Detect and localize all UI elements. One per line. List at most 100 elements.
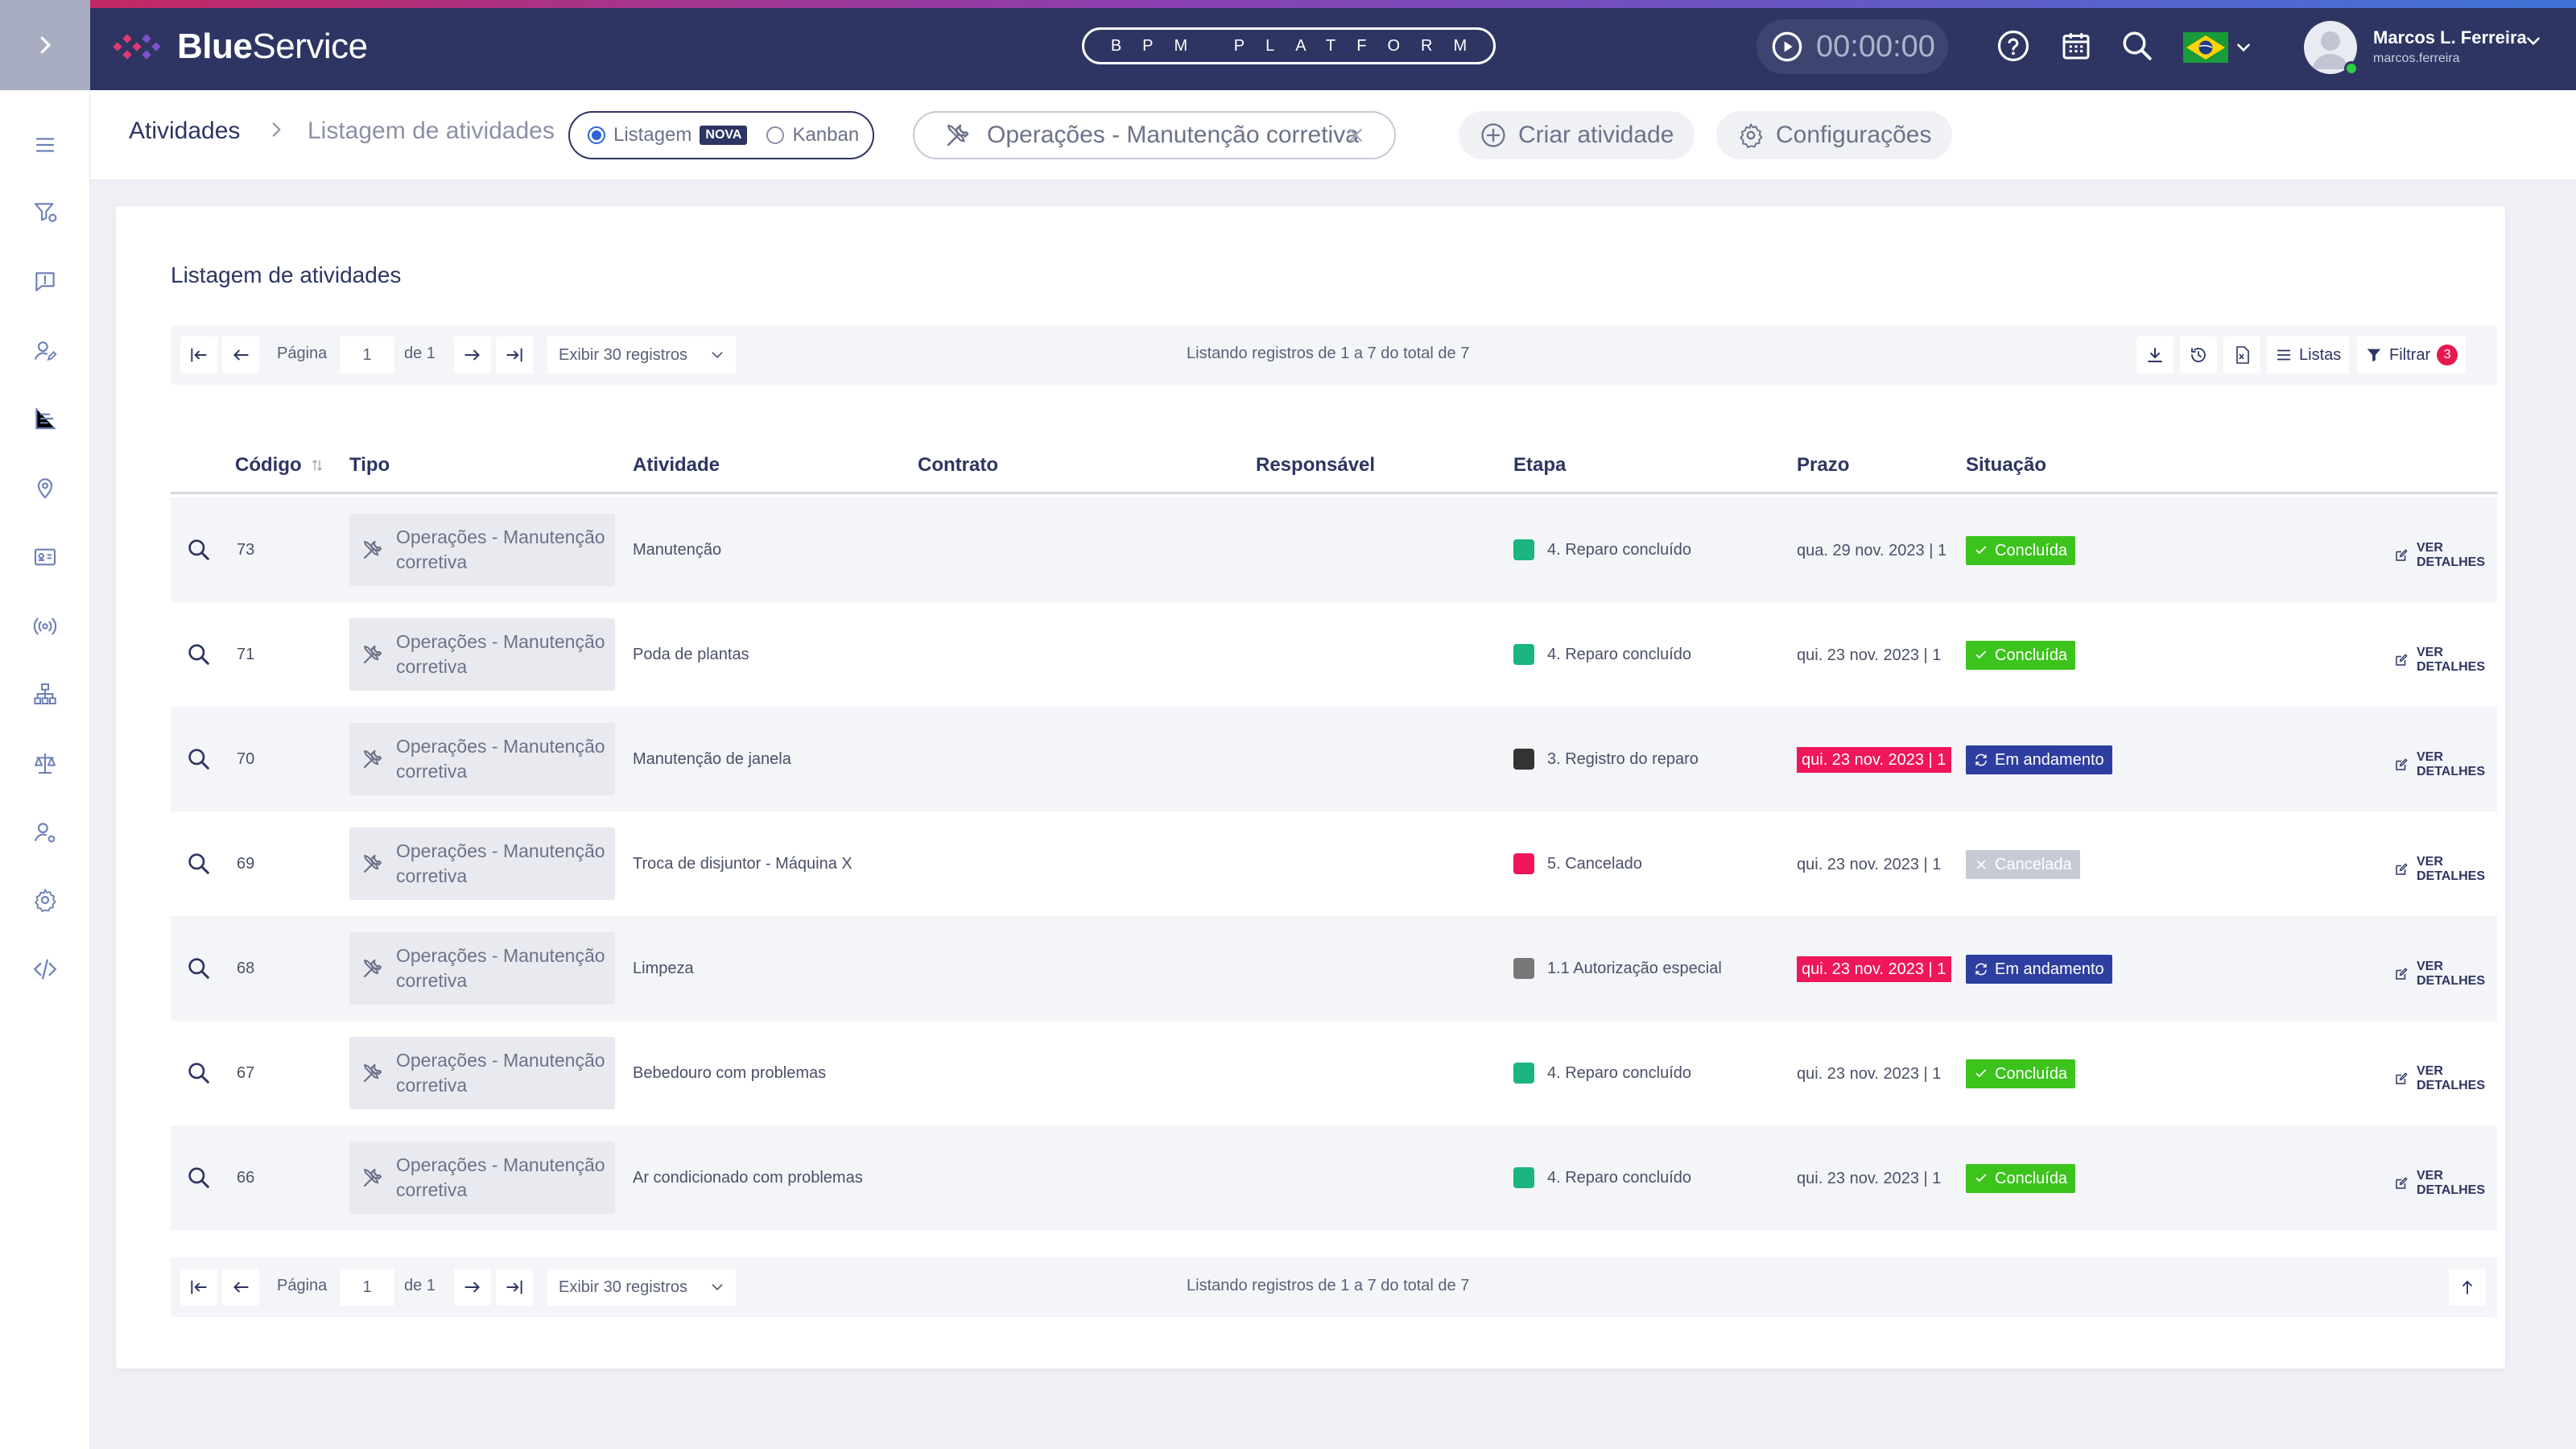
sidebar-item-user-settings[interactable] [27,815,63,850]
sidebar-item-users[interactable] [27,333,63,369]
brand-logo[interactable]: BlueService [113,23,368,71]
prev-page-button[interactable] [222,336,259,374]
view-option-list-radio[interactable] [588,126,605,144]
view-option-list-label[interactable]: Listagem [613,124,692,146]
row-type-text: Operações - Manutenção corretiva [396,839,605,889]
create-activity-button[interactable]: Criar atividade [1459,111,1695,159]
calendar-button[interactable] [2058,27,2095,64]
row-status-badge: Cancelada [1966,850,2080,879]
sidebar-item-locations[interactable] [27,470,63,506]
column-header-owner[interactable]: Responsável [1256,454,1376,476]
table-row[interactable]: 70 Operações - Manutenção corretiva Manuten… [171,707,2497,811]
table-row[interactable]: 71 Operações - Manutenção corretiva Poda de… [171,602,2497,707]
table-row[interactable]: 69 Operações - Manutenção corretiva Troca d… [171,811,2497,916]
per-page-select[interactable]: Exibir 30 registros [547,336,736,374]
row-details-link[interactable]: VER DETALHES [2394,750,2497,779]
table-row[interactable]: 68 Operações - Manutenção corretiva Limpeza… [171,916,2497,1021]
row-details-link[interactable]: VER DETALHES [2394,1169,2497,1198]
row-details-link[interactable]: VER DETALHES [2394,1064,2497,1093]
sync-icon [1975,753,1987,766]
next-page-button-bottom[interactable] [454,1269,491,1306]
sidebar-item-reports[interactable] [27,401,63,436]
sidebar-item-contacts[interactable] [27,539,63,575]
view-option-kanban-radio[interactable] [766,126,785,144]
per-page-select-bottom[interactable]: Exibir 30 registros [547,1269,736,1306]
arrow-right-icon [464,1282,480,1293]
row-view-button[interactable] [182,1056,216,1090]
sidebar-item-menu[interactable] [27,127,63,163]
tools-icon [363,1168,382,1187]
first-page-button-bottom[interactable] [180,1269,217,1306]
sidebar-item-developer[interactable] [27,952,63,987]
play-icon[interactable] [1771,31,1803,63]
page-number-input-bottom[interactable]: 1 [340,1269,394,1306]
row-activity: Troca de disjuntor - Máquina X [633,855,852,873]
row-details-label: VER DETALHES [2416,855,2486,883]
download-button[interactable] [2136,336,2174,374]
column-header-activity[interactable]: Atividade [633,454,720,476]
sidebar-item-contracts[interactable] [27,745,63,781]
row-view-button[interactable] [182,742,216,776]
row-type: Operações - Manutenção corretiva [349,514,615,586]
row-view-button[interactable] [182,533,216,567]
column-header-contract[interactable]: Contrato [918,454,998,476]
page-number-input[interactable]: 1 [340,336,394,374]
broadcast-icon [33,617,57,635]
scroll-to-top-button[interactable] [2449,1269,2486,1306]
sidebar-item-alerts[interactable] [27,264,63,299]
prev-page-button-bottom[interactable] [222,1269,259,1306]
activity-timer[interactable]: 00:00:00 [1757,19,1948,74]
row-stage-label: 5. Cancelado [1547,854,1642,873]
sidebar-item-filter[interactable] [27,195,63,230]
row-view-button[interactable] [182,638,216,671]
search-button[interactable] [2119,27,2156,64]
close-icon[interactable] [1344,124,1367,147]
row-view-button[interactable] [182,952,216,985]
settings-button[interactable]: Configurações [1716,111,1953,159]
filter-button[interactable]: Filtrar 3 [2357,336,2467,374]
row-view-button[interactable] [182,847,216,881]
sidebar-toggle-button[interactable] [0,0,90,90]
row-details-link[interactable]: VER DETALHES [2394,960,2497,989]
language-chevron-down-icon[interactable] [2233,37,2254,58]
first-page-button[interactable] [180,336,217,374]
row-view-button[interactable] [182,1161,216,1195]
brand-name-bold: Blue [177,27,253,66]
brazil-flag-icon[interactable] [2183,32,2228,63]
lists-button[interactable]: Listas [2267,336,2350,374]
row-details-link[interactable]: VER DETALHES [2394,646,2497,675]
next-page-button[interactable] [454,336,491,374]
sidebar-item-broadcast[interactable] [27,609,63,644]
row-stage: 4. Reparo concluído [1513,1167,1691,1188]
table-row[interactable]: 66 Operações - Manutenção corretiva Ar cond… [171,1125,2497,1230]
process-filter-chip[interactable]: Operações - Manutenção corretiva [913,111,1396,159]
column-header-due[interactable]: Prazo [1797,454,1850,476]
column-header-code[interactable]: Código [235,454,324,477]
help-button[interactable] [1995,27,2032,64]
last-page-button[interactable] [496,336,533,374]
arrow-right-icon [464,349,480,361]
last-page-button-bottom[interactable] [496,1269,533,1306]
table-row[interactable]: 73 Operações - Manutenção corretiva Manuten… [171,497,2497,602]
export-excel-button[interactable] [2223,336,2260,374]
row-details-link[interactable]: VER DETALHES [2394,541,2497,570]
view-option-kanban-label[interactable]: Kanban [792,124,860,146]
filter-icon [2367,349,2381,362]
column-header-type[interactable]: Tipo [349,454,390,476]
sidebar-item-organization[interactable] [27,676,63,712]
column-header-status[interactable]: Situação [1966,454,2047,476]
sidebar-item-settings[interactable] [27,882,63,918]
stage-color-swatch [1513,958,1534,979]
row-status-label: Em andamento [1995,750,2104,769]
user-menu-chevron-down-icon[interactable] [2523,31,2544,52]
row-status-badge: Em andamento [1966,955,2112,984]
table-row[interactable]: 67 Operações - Manutenção corretiva Bebedou… [171,1021,2497,1125]
history-button[interactable] [2180,336,2217,374]
id-card-icon [34,548,56,566]
column-header-stage[interactable]: Etapa [1513,454,1567,476]
edit-icon [2396,758,2408,770]
row-details-link[interactable]: VER DETALHES [2394,855,2497,884]
table-header: Código Tipo Atividade Contrato Responsáv… [171,440,2497,494]
breadcrumb-root-link[interactable]: Atividades [129,118,241,144]
check-icon [1975,650,1987,659]
